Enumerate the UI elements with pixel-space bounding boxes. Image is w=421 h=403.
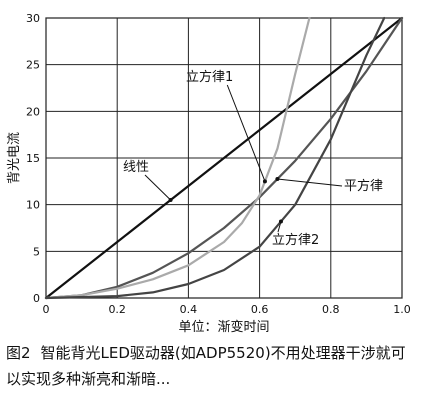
x-tick-label: 0.4 <box>180 303 198 316</box>
annotation-leader <box>144 174 171 201</box>
annotation-label: 平方律 <box>344 178 383 194</box>
series-line-1 <box>44 16 404 300</box>
x-tick-label: 0.6 <box>251 303 269 316</box>
series-line-0 <box>44 16 404 300</box>
x-tick-label: 1.0 <box>393 303 411 316</box>
x-tick-label: 0.2 <box>108 303 126 316</box>
annotation-pointer <box>262 179 267 184</box>
annotation-label: 线性 <box>123 160 149 175</box>
annotation-pointer <box>278 219 283 224</box>
caption-text: 智能背光LED驱动器(如ADP5520)不用处理器干涉就可以实现多种渐亮和渐暗.… <box>6 344 406 388</box>
y-tick-label: 20 <box>26 105 40 118</box>
caption-label: 图2 <box>6 344 31 362</box>
annotation-pointer <box>275 177 280 181</box>
x-axis-label: 单位：渐变时间 <box>178 319 269 335</box>
annotation-pointer <box>168 198 173 202</box>
annotation-leader <box>277 178 343 187</box>
annotation-label: 立方律2 <box>272 232 319 248</box>
grid <box>45 17 403 299</box>
x-tick-label: 0.8 <box>322 303 340 316</box>
y-tick-label: 5 <box>33 245 40 258</box>
series-layer <box>44 16 404 300</box>
figure-caption: 图2 智能背光LED驱动器(如ADP5520)不用处理器干涉就可以实现多种渐亮和渐… <box>6 340 416 392</box>
annotation-leader <box>226 84 266 182</box>
y-axis-label: 背光电流 <box>7 132 22 184</box>
ticks: 0 0.2 0.4 0.6 0.8 1.0 0 5 10 15 20 25 30 <box>26 12 411 316</box>
y-tick-label: 25 <box>26 59 40 72</box>
series-line-2 <box>44 16 311 300</box>
annotation-label: 立方律1 <box>186 69 233 85</box>
y-tick-label: 15 <box>26 152 40 165</box>
y-tick-label: 0 <box>33 292 40 305</box>
x-tick-label: 0 <box>43 303 50 316</box>
y-tick-label: 30 <box>26 12 40 25</box>
y-tick-label: 10 <box>26 199 40 212</box>
series-line-3 <box>44 16 386 300</box>
